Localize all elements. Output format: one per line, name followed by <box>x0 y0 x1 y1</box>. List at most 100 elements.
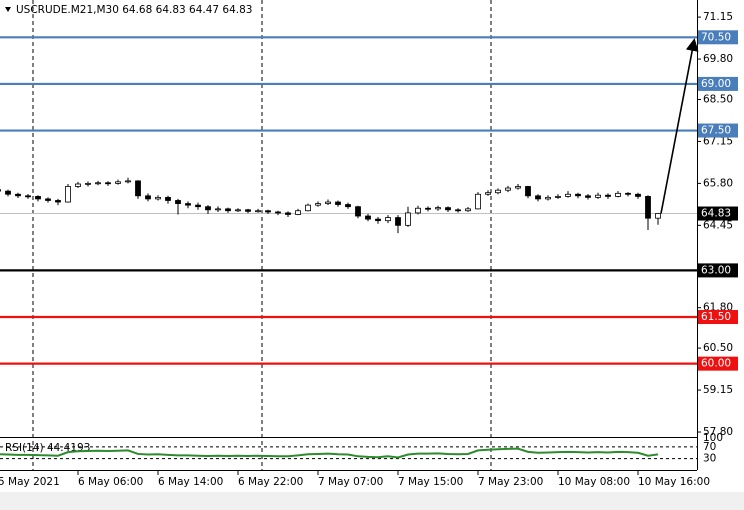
x-tick-label: 6 May 14:00 <box>158 476 223 488</box>
y-tick-label: 59.15 <box>703 384 733 396</box>
y-tick-label: 71.15 <box>703 11 733 23</box>
level-label-box <box>698 310 738 325</box>
candle-body <box>135 180 141 197</box>
x-tick-label: 7 May 07:00 <box>318 476 383 488</box>
x-tick-label: 10 May 08:00 <box>558 476 630 488</box>
candle-body <box>645 196 651 219</box>
candle-body <box>215 208 221 211</box>
candle-body <box>445 207 451 211</box>
candle-body <box>255 210 261 213</box>
symbol-arrow <box>5 7 11 12</box>
y-tick-label: 60.50 <box>703 342 733 354</box>
candle-body <box>195 204 201 208</box>
candle-body <box>485 192 491 195</box>
candle-body <box>95 182 101 185</box>
projection-arrow <box>660 38 699 214</box>
level-label: 67.50 <box>701 125 731 137</box>
candle-body <box>285 212 291 215</box>
y-tick-label: 64.45 <box>703 219 733 231</box>
candle-body <box>365 215 371 220</box>
rsi-tick-label: 30 <box>703 453 716 465</box>
candle-body <box>335 201 341 205</box>
candle-body <box>205 206 211 211</box>
chart-title: USCRUDE.M21,M30 64.68 64.83 64.47 64.83 <box>16 4 253 16</box>
candle-body <box>605 194 611 197</box>
candle-body <box>275 211 281 214</box>
y-tick-label: 67.15 <box>703 135 733 147</box>
candle-body <box>435 207 441 210</box>
candle-body <box>495 189 501 194</box>
level-label: 61.50 <box>701 311 731 323</box>
candle-body <box>425 207 431 210</box>
candle-body <box>265 210 271 213</box>
candle-body <box>315 203 321 206</box>
level-label-box <box>698 30 738 45</box>
candle-body <box>585 195 591 198</box>
candle-body <box>395 217 401 226</box>
y-tick-label: 65.80 <box>703 177 733 189</box>
candle-body <box>375 218 381 222</box>
candle-body <box>105 182 111 185</box>
last-price-box <box>698 206 738 221</box>
candle-body <box>245 209 251 212</box>
candle-body <box>575 193 581 197</box>
candle-body <box>345 204 351 208</box>
candle-body <box>305 204 311 212</box>
candle-body <box>505 187 511 191</box>
rsi-line <box>0 447 659 459</box>
candle-body <box>175 200 181 204</box>
candle-body <box>475 193 481 210</box>
candle-body <box>635 193 641 197</box>
candle-body <box>45 198 51 201</box>
rsi-label: RSI(14) 44.4193 <box>5 442 90 454</box>
candle-body <box>455 209 461 212</box>
candle-body <box>555 196 561 198</box>
footer-band <box>0 492 744 510</box>
candle-body <box>15 193 21 197</box>
candle-body <box>325 201 331 204</box>
candle-body <box>535 195 541 200</box>
candle-body <box>165 196 171 201</box>
candle-body <box>155 196 161 200</box>
candle-body <box>235 209 241 212</box>
x-tick-label: 7 May 15:00 <box>398 476 463 488</box>
level-label-box <box>698 76 738 91</box>
level-label-box <box>698 356 738 371</box>
candle-body <box>525 186 531 197</box>
level-label: 60.00 <box>701 358 731 370</box>
candle-body <box>75 183 81 187</box>
candle-body <box>625 192 631 195</box>
y-tick-label: 68.50 <box>703 93 733 105</box>
candle-body <box>415 207 421 214</box>
x-tick-label: 10 May 16:00 <box>638 476 710 488</box>
candle-body <box>25 195 31 198</box>
x-tick-label: 6 May 22:00 <box>238 476 303 488</box>
candle-body <box>545 196 551 200</box>
level-label-box <box>698 123 738 138</box>
candle-body <box>35 196 41 200</box>
level-label: 63.00 <box>701 264 731 276</box>
candle-body <box>0 189 1 192</box>
candle-body <box>515 186 521 189</box>
rsi-tick-label: 70 <box>703 441 716 453</box>
candle-body <box>125 180 131 183</box>
x-tick-label: 5 May 2021 <box>0 476 60 488</box>
candle-body <box>85 182 91 185</box>
candle-body <box>295 210 301 215</box>
candle-body <box>65 186 71 203</box>
candle-body <box>5 190 11 195</box>
candle-body <box>55 200 61 203</box>
candle-body <box>465 208 471 212</box>
candle-body <box>225 208 231 212</box>
candle-body <box>655 213 661 219</box>
level-label: 70.50 <box>701 31 731 43</box>
level-label: 69.00 <box>701 78 731 90</box>
rsi-tick-label: 100 <box>703 432 723 444</box>
candle-body <box>595 194 601 198</box>
x-tick-label: 6 May 06:00 <box>78 476 143 488</box>
last-price-label: 64.83 <box>701 208 731 220</box>
candle-body <box>115 181 121 184</box>
y-tick-label: 57.80 <box>703 426 733 438</box>
